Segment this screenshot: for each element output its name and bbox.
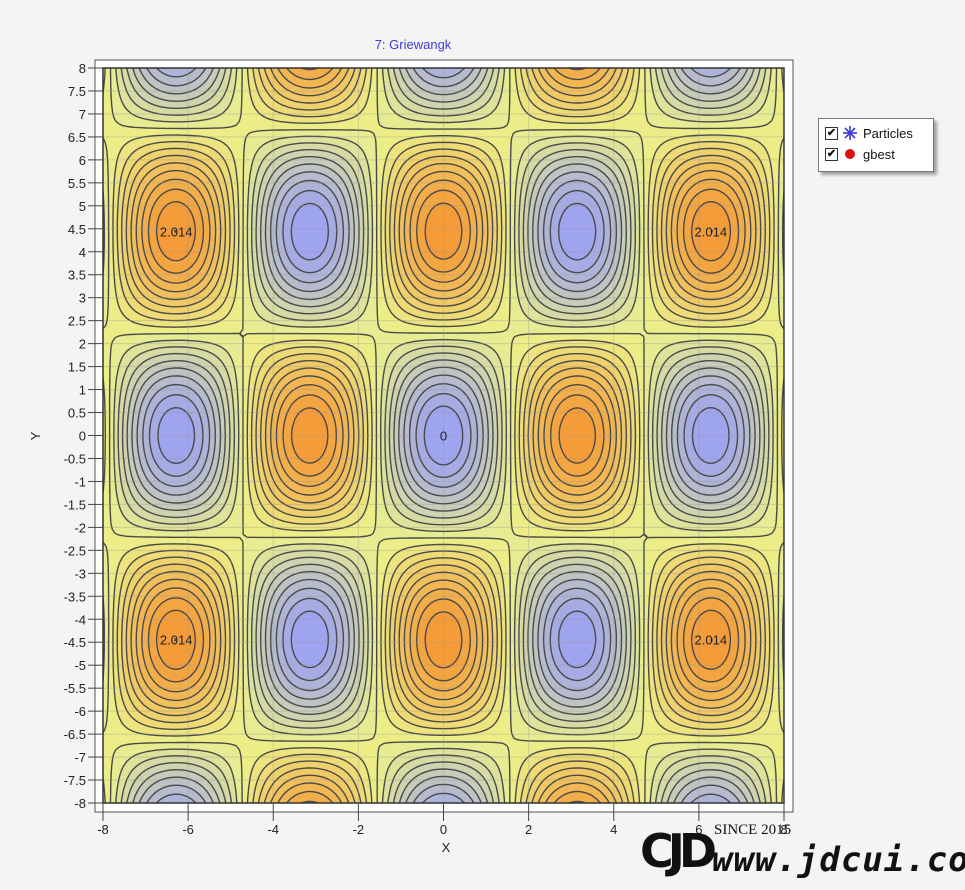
grid-lines bbox=[103, 68, 784, 803]
watermark: CJD SINCE 2015 www.jdcui.com bbox=[640, 818, 965, 890]
contour-line bbox=[157, 202, 730, 669]
x-tick-label: 2 bbox=[525, 822, 532, 837]
contour-line bbox=[125, 68, 762, 803]
contour-line bbox=[148, 189, 739, 682]
x-axis-ticks: -8 -6 -4 -2 0 2 4 6 8 bbox=[97, 803, 788, 837]
contour-line bbox=[131, 68, 756, 803]
y-tick-label: -4 bbox=[74, 612, 86, 627]
contour-line bbox=[116, 68, 771, 803]
y-tick-label: 3.5 bbox=[68, 268, 86, 283]
legend-label-particles: Particles bbox=[863, 125, 913, 141]
y-axis-ticks: 8 7.5 7 6.5 6 5.5 5 4.5 4 3.5 3 2.5 2 1.5 1 0.5 0 -0.5 -1 -… bbox=[64, 61, 103, 811]
contour-line bbox=[103, 68, 784, 803]
particles-checkbox[interactable]: ✔ bbox=[825, 126, 838, 140]
y-tick-label: -3 bbox=[74, 566, 86, 581]
y-tick-label: 6.5 bbox=[68, 130, 86, 145]
watermark-logo: CJD bbox=[640, 824, 717, 878]
y-tick-label: 6 bbox=[79, 153, 86, 168]
y-tick-label: 8 bbox=[79, 61, 86, 76]
star-marker-icon bbox=[843, 126, 857, 140]
x-axis-label: X bbox=[442, 840, 451, 855]
y-tick-label: 2 bbox=[79, 337, 86, 352]
y-tick-label: -5.5 bbox=[64, 681, 86, 696]
x-tick-label: 8 bbox=[780, 822, 787, 837]
contour-line bbox=[130, 68, 757, 803]
contour-line bbox=[121, 68, 766, 803]
y-tick-label: -4.5 bbox=[64, 635, 86, 650]
watermark-url: www.jdcui.com bbox=[712, 840, 965, 880]
chart-title: 7: Griewangk bbox=[375, 37, 452, 52]
legend-item-particles[interactable]: ✔ Particles bbox=[825, 124, 913, 142]
y-tick-label: -3.5 bbox=[64, 589, 86, 604]
y-tick-label: 0 bbox=[79, 429, 86, 444]
contour-value-label: 2.014 bbox=[160, 632, 193, 647]
x-tick-label: 4 bbox=[610, 822, 617, 837]
contour-line bbox=[103, 68, 784, 803]
y-tick-label: -6.5 bbox=[64, 727, 86, 742]
y-tick-label: -0.5 bbox=[64, 451, 86, 466]
y-tick-label: -5 bbox=[74, 658, 86, 673]
y-tick-label: 7 bbox=[79, 107, 86, 122]
watermark-since: SINCE 2015 bbox=[714, 822, 792, 838]
contour-line bbox=[103, 68, 784, 803]
x-tick-label: 0 bbox=[440, 822, 447, 837]
y-tick-label: -1 bbox=[74, 474, 86, 489]
contour-line bbox=[155, 201, 732, 670]
contour-value-label: 0 bbox=[440, 429, 447, 444]
circle-marker-icon bbox=[845, 149, 855, 159]
y-tick-label: -2 bbox=[74, 520, 86, 535]
y-tick-label: 1.5 bbox=[68, 360, 86, 375]
contour-value-label: 2.014 bbox=[695, 632, 728, 647]
contour-value-labels: 2.014 2.014 2.014 2.014 0 bbox=[160, 225, 727, 648]
y-tick-label: 7.5 bbox=[68, 84, 86, 99]
y-tick-label: 5 bbox=[79, 199, 86, 214]
y-tick-label: -7 bbox=[74, 750, 86, 765]
y-tick-label: -1.5 bbox=[64, 497, 86, 512]
contour-line bbox=[126, 68, 761, 803]
y-tick-label: 4 bbox=[79, 245, 86, 260]
y-axis-label: Y bbox=[28, 431, 43, 440]
y-tick-label: -2.5 bbox=[64, 543, 86, 558]
y-tick-label: 5.5 bbox=[68, 176, 86, 191]
y-tick-label: 4.5 bbox=[68, 222, 86, 237]
y-tick-label: -8 bbox=[74, 796, 86, 811]
contour-line bbox=[135, 68, 752, 803]
contour-value-label: 2.014 bbox=[160, 225, 193, 240]
y-tick-label: -7.5 bbox=[64, 773, 86, 788]
y-tick-label: 0.5 bbox=[68, 406, 86, 421]
legend-label-gbest: gbest bbox=[863, 146, 895, 162]
y-tick-label: 1 bbox=[79, 383, 86, 398]
contour-line bbox=[117, 68, 770, 803]
legend-item-gbest[interactable]: ✔ gbest bbox=[825, 145, 895, 163]
x-tick-label: -8 bbox=[97, 822, 109, 837]
contour-value-label: 2.014 bbox=[695, 225, 728, 240]
x-tick-label: 6 bbox=[695, 822, 702, 837]
y-tick-label: -6 bbox=[74, 704, 86, 719]
contour-line bbox=[174, 229, 713, 642]
legend: ✔ Particles ✔ gbest bbox=[818, 118, 934, 172]
x-tick-label: -4 bbox=[267, 822, 279, 837]
x-tick-label: -6 bbox=[182, 822, 194, 837]
y-tick-label: 2.5 bbox=[68, 314, 86, 329]
contour-line bbox=[142, 68, 745, 803]
x-tick-label: -2 bbox=[353, 822, 365, 837]
y-tick-label: 3 bbox=[79, 291, 86, 306]
gbest-checkbox[interactable]: ✔ bbox=[825, 147, 838, 161]
